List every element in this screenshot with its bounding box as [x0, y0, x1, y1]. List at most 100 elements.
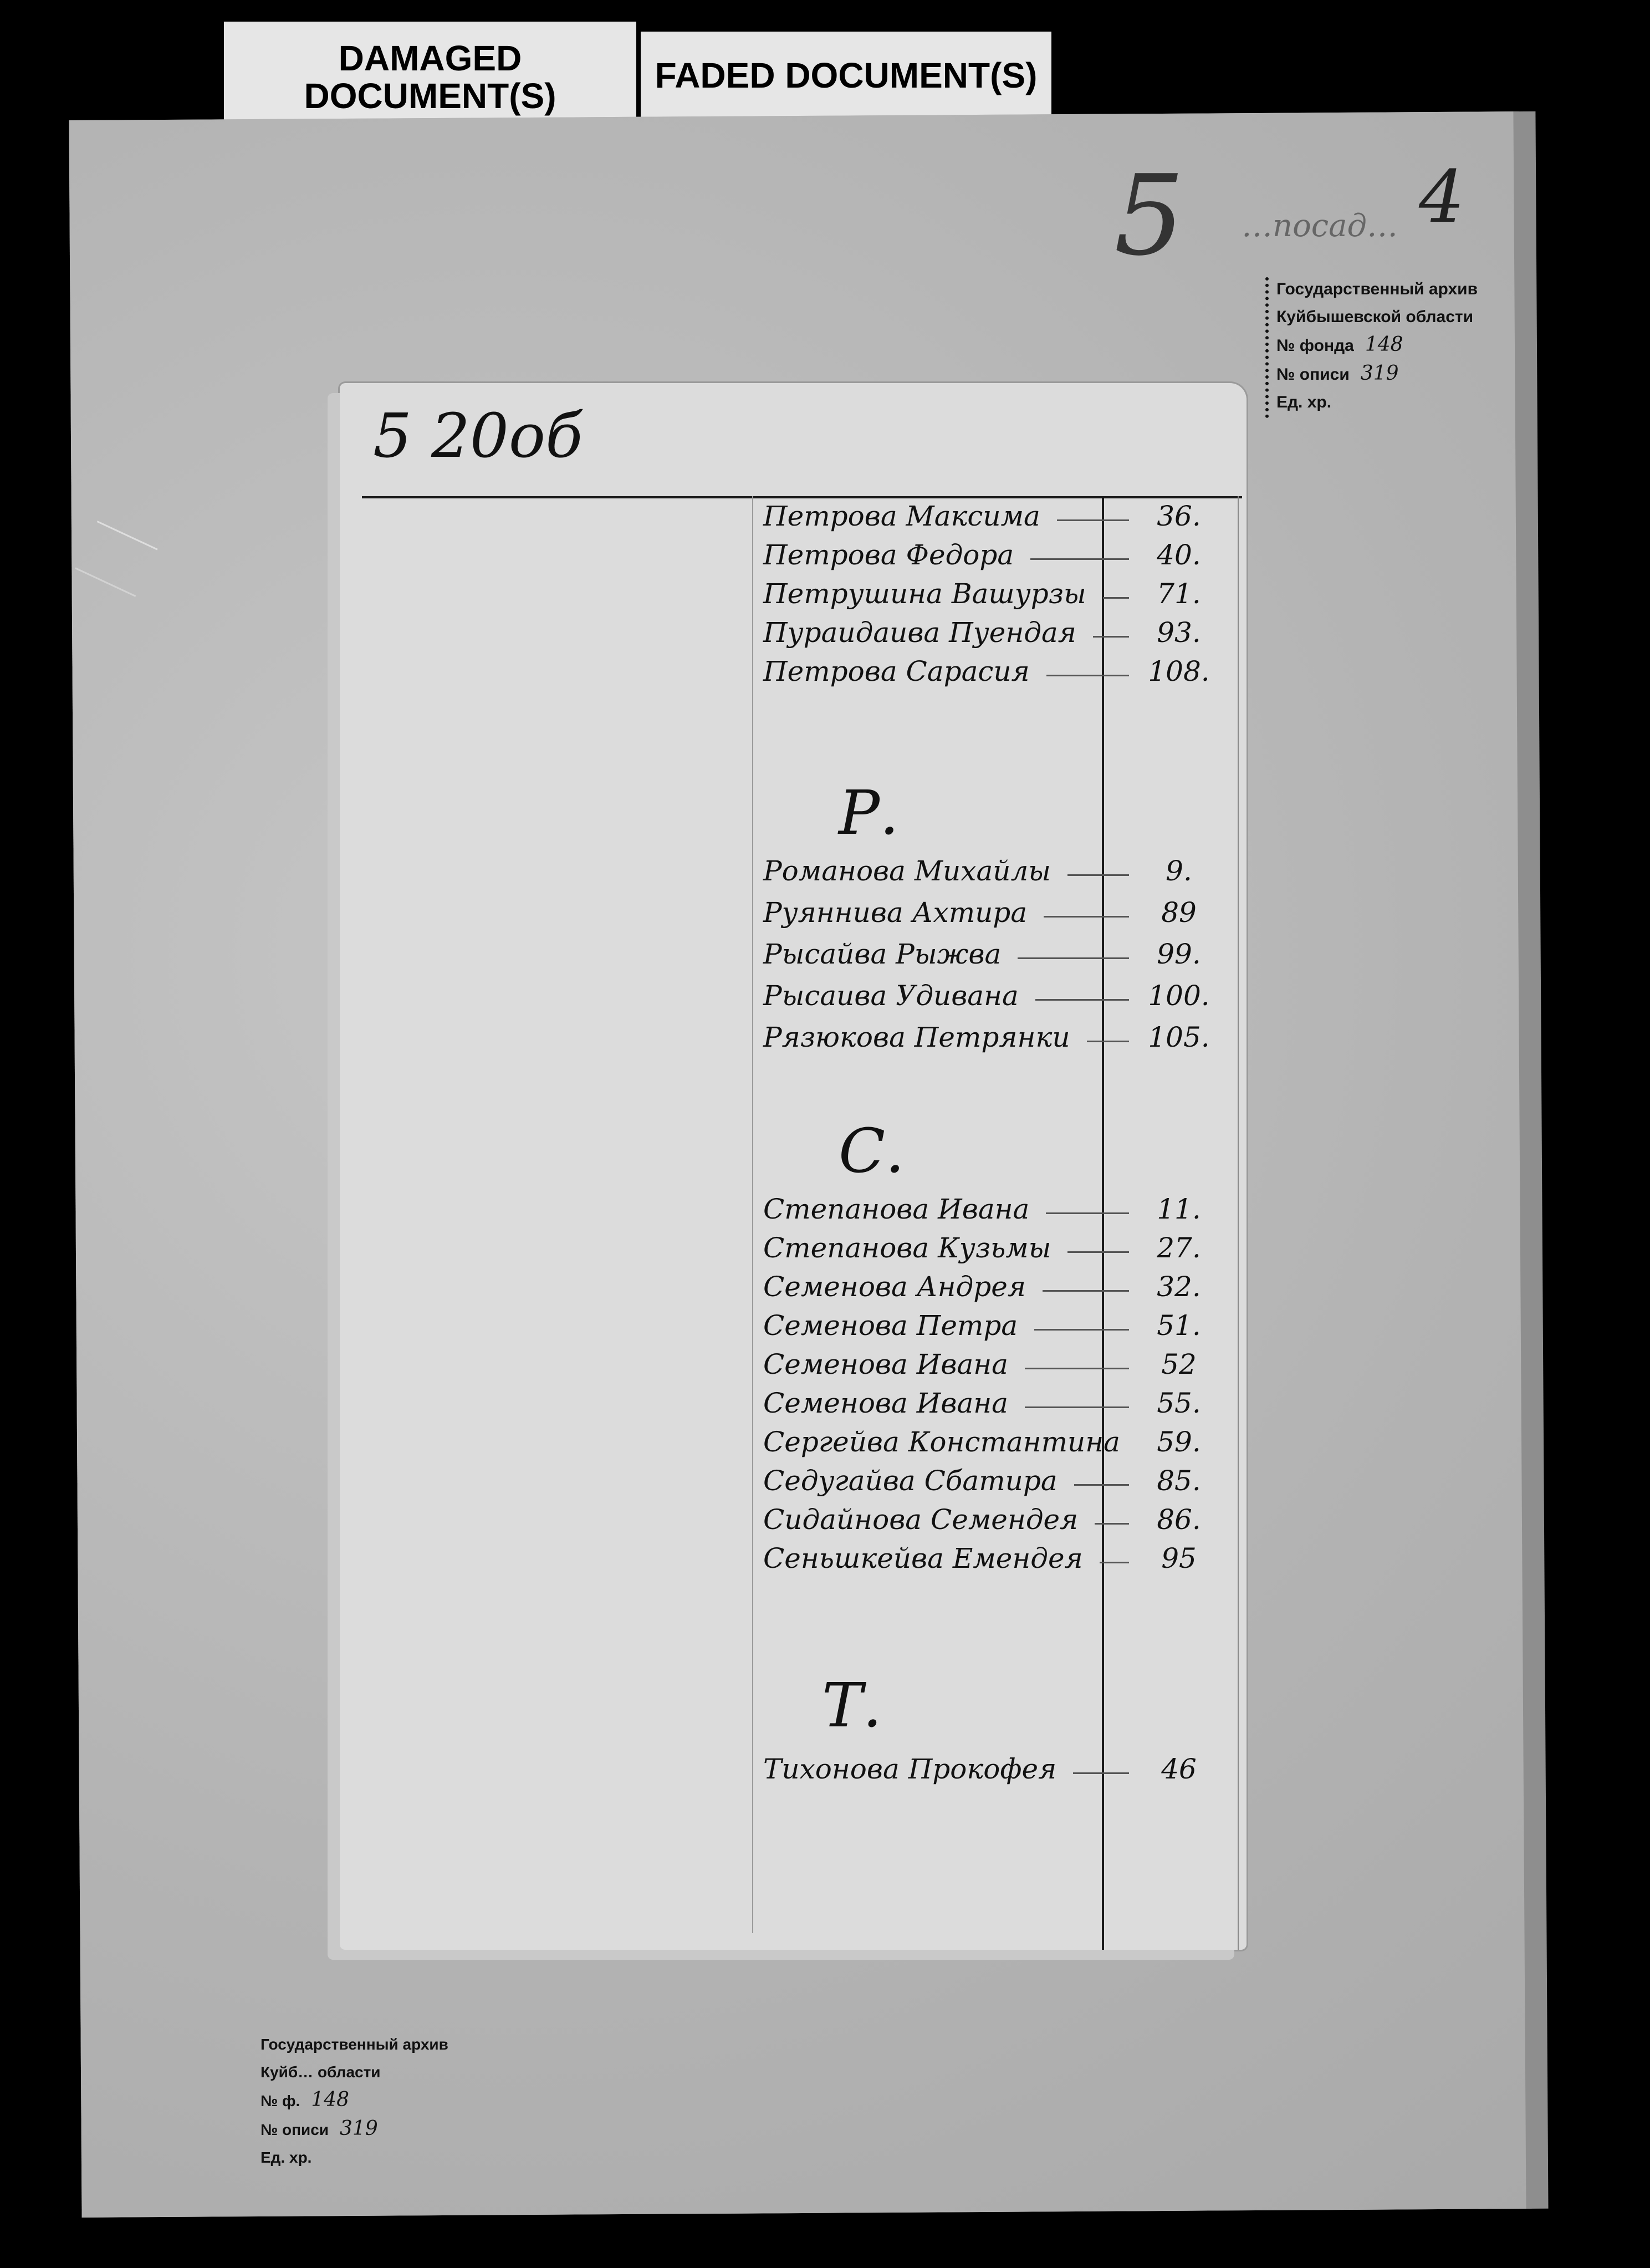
entry-name: Рысайва Рыжва — [763, 938, 1002, 970]
index-entry: Семенова Ивана 55. — [752, 1387, 1240, 1420]
index-entry: Сергейва Константина 59. — [752, 1425, 1240, 1459]
leader-dash — [1018, 957, 1129, 959]
leader-dash — [1092, 635, 1129, 638]
leader-dash — [1034, 1328, 1129, 1331]
stamp-line: Куйбышевской области — [1276, 308, 1474, 326]
stamp-fond-value: 148 — [311, 2088, 349, 2111]
stamp-ed-label: Ед. хр. — [260, 2149, 312, 2166]
leader-dash — [1025, 1406, 1129, 1408]
index-entry: Сидайнова Семендея 86. — [752, 1503, 1240, 1536]
index-entry: Степанова Ивана 11. — [752, 1192, 1240, 1226]
folio-number: 4 — [1419, 155, 1465, 239]
entry-page-number: 95 — [1161, 1542, 1197, 1574]
index-entry: Семенова Петра 51. — [752, 1309, 1240, 1342]
index-entry: Рысайва Рыжва 99. — [752, 937, 1240, 971]
leader-dash — [1086, 1040, 1129, 1042]
stamp-line: Государственный архив — [1276, 280, 1478, 298]
entry-name: Сидайнова Семендея — [763, 1503, 1079, 1536]
name-column-rule — [752, 496, 753, 1933]
index-page: 5 20об Петрова Максима 36. Петрова Федора 4… — [340, 383, 1247, 1950]
section-letter: Р. — [839, 777, 899, 848]
entry-page-number: 100. — [1148, 980, 1210, 1012]
entry-page-number: 71. — [1157, 578, 1201, 610]
stamp-opis-value: 319 — [340, 2117, 378, 2140]
right-margin-rule — [1238, 496, 1239, 1950]
section-letter: Т. — [822, 1670, 882, 1741]
leader-dash — [1035, 998, 1129, 1001]
stamp-fond-label: № фонда — [1276, 337, 1354, 355]
index-entry: Степанова Кузьмы 27. — [752, 1231, 1240, 1265]
stamp-opis-label: № описи — [1276, 365, 1350, 384]
entry-name: Семенова Петра — [763, 1309, 1018, 1342]
index-entry: Тихонова Прокофея 46 — [752, 1752, 1240, 1786]
index-entry: Седугайва Сбатира 85. — [752, 1464, 1240, 1497]
index-entry: Петрова Федора 40. — [752, 538, 1240, 572]
leader-dash — [1099, 1561, 1129, 1563]
entry-name: Рязюкова Петрянки — [763, 1021, 1070, 1053]
index-entry: Сеньшкейва Емендея 95 — [752, 1542, 1240, 1575]
leader-dash — [1044, 915, 1129, 918]
entry-page-number: 11. — [1157, 1193, 1201, 1225]
entry-page-number: 59. — [1157, 1426, 1201, 1458]
leader-dash — [1046, 1212, 1129, 1214]
stamp-fond-label: № ф. — [260, 2092, 300, 2109]
page-mark: 5 20об — [373, 400, 583, 471]
index-entry: Романова Михайлы 9. — [752, 854, 1240, 888]
leader-dash — [1042, 1290, 1129, 1292]
entry-name: Пураидаива Пуендая — [763, 616, 1076, 649]
leader-dash — [1102, 597, 1129, 599]
archive-stamp-top: Государственный архив Куйбышевской облас… — [1265, 277, 1498, 418]
stamp-line: Куйб… области — [260, 2063, 381, 2081]
entry-name: Петрова Сарасия — [763, 655, 1030, 687]
entry-name: Романова Михайлы — [763, 855, 1051, 887]
index-entry: Семенова Ивана 52 — [752, 1348, 1240, 1381]
entry-page-number: 85. — [1157, 1465, 1201, 1497]
stamp-ed-label: Ед. хр. — [1276, 393, 1332, 411]
entry-page-number: 89 — [1161, 896, 1197, 929]
entry-page-number: 52 — [1161, 1348, 1197, 1380]
index-entry: Семенова Андрея 32. — [752, 1270, 1240, 1303]
entry-page-number: 99. — [1157, 938, 1201, 970]
entry-page-number: 108. — [1148, 655, 1210, 687]
leader-dash — [1056, 519, 1129, 521]
index-entry: Петрова Максима 36. — [752, 500, 1240, 533]
entry-page-number: 55. — [1157, 1387, 1201, 1419]
leader-dash — [1067, 1251, 1129, 1253]
index-entry: Пураидаива Пуендая 93. — [752, 616, 1240, 649]
entry-page-number: 9. — [1166, 855, 1192, 887]
index-entry: Петрушина Вашурзы 71. — [752, 577, 1240, 610]
header-rule — [362, 496, 1242, 498]
entry-page-number: 27. — [1157, 1232, 1201, 1264]
entry-name: Петрова Федора — [763, 539, 1014, 571]
leader-dash — [1046, 674, 1129, 676]
leader-dash — [1074, 1484, 1129, 1486]
leader-dash — [1030, 558, 1129, 560]
entry-name: Тихонова Прокофея — [763, 1753, 1057, 1785]
entry-page-number: 51. — [1157, 1309, 1201, 1342]
stamp-fond-value: 148 — [1365, 333, 1403, 356]
entry-name: Петрушина Вашурзы — [763, 578, 1086, 610]
archive-stamp-bottom: Государственный архив Куйб… области № ф.… — [260, 2032, 477, 2173]
leader-dash — [1095, 1522, 1129, 1525]
entry-name: Рысаива Удивана — [763, 980, 1019, 1012]
entry-name: Петрова Максима — [763, 500, 1040, 532]
index-entry: Петрова Сарасия 108. — [752, 655, 1240, 688]
entry-page-number: 46 — [1161, 1753, 1197, 1785]
folder-edge — [1513, 111, 1549, 2209]
entry-name: Семенова Ивана — [763, 1387, 1008, 1419]
entry-name: Семенова Ивана — [763, 1348, 1008, 1380]
entry-page-number: 36. — [1157, 500, 1201, 532]
index-entry: Руяннива Ахтира 89 — [752, 896, 1240, 929]
entry-page-number: 32. — [1157, 1271, 1201, 1303]
damaged-documents-label: DAMAGED DOCUMENT(S) — [224, 22, 636, 133]
entry-name: Степанова Ивана — [763, 1193, 1030, 1225]
page-column-rule — [1102, 496, 1104, 1950]
folio-mark-five: 5 — [1114, 151, 1185, 281]
faded-documents-label: FADED DOCUMENT(S) — [641, 32, 1051, 120]
entry-name: Степанова Кузьмы — [763, 1232, 1051, 1264]
section-letter: С. — [839, 1115, 905, 1186]
entry-name: Седугайва Сбатира — [763, 1465, 1058, 1497]
entry-name: Сеньшкейва Емендея — [763, 1542, 1083, 1574]
entry-page-number: 86. — [1157, 1503, 1201, 1536]
entry-name: Семенова Андрея — [763, 1271, 1026, 1303]
